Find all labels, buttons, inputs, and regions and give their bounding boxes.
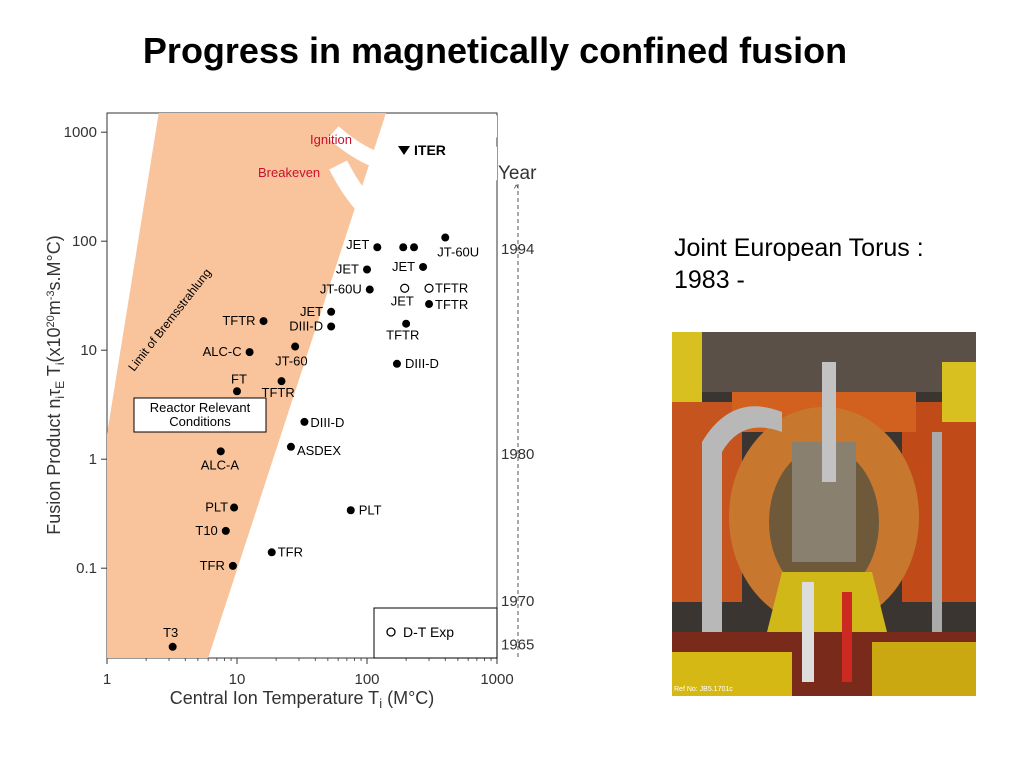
- data-point: [230, 503, 239, 512]
- data-point: [221, 526, 230, 535]
- data-point: [277, 377, 286, 386]
- data-point: [419, 262, 428, 271]
- point-label: TFTR: [386, 328, 419, 343]
- legend-dt-icon: [386, 627, 396, 637]
- reactor-label-line1: Reactor Relevant: [150, 400, 251, 415]
- point-label: TFTR: [435, 297, 468, 312]
- y-tick-label: 10: [80, 342, 97, 359]
- point-label: TFTR: [222, 313, 255, 328]
- data-point: [410, 243, 419, 252]
- point-label: JET: [300, 304, 323, 319]
- point-label: TFR: [278, 544, 303, 559]
- point-label: ASDEX: [297, 443, 341, 458]
- point-label: JT-60U: [320, 282, 362, 297]
- x-tick-label: 1000: [480, 671, 513, 688]
- data-point: [291, 342, 300, 351]
- legend: D-T Exp: [373, 607, 498, 659]
- year-axis-title: Year: [498, 163, 537, 184]
- photo-ref-label: Ref No: JB5.1701c: [674, 686, 733, 693]
- point-label: TFTR: [262, 385, 295, 400]
- point-label: TFTR: [435, 280, 468, 295]
- x-tick-label: 100: [354, 671, 379, 688]
- data-point: [365, 285, 374, 294]
- point-label: T3: [163, 625, 178, 640]
- year-tick-label: 1980: [501, 446, 534, 463]
- point-label: JT-60: [275, 354, 308, 369]
- data-point: [392, 359, 401, 368]
- data-point: [424, 283, 434, 293]
- data-point: [216, 447, 225, 456]
- year-axis-arrow-icon: ^: [514, 184, 519, 195]
- data-point: [228, 561, 237, 570]
- data-point: [399, 243, 408, 252]
- point-label: ALC-A: [201, 457, 240, 472]
- point-label: T10: [195, 523, 217, 538]
- data-point: [402, 319, 411, 328]
- year-tick-label: 1970: [501, 593, 534, 610]
- data-point: [441, 233, 450, 242]
- iter-marker: ITER: [398, 142, 446, 158]
- iter-triangle-icon: [398, 146, 410, 155]
- point-label: JET: [346, 237, 369, 252]
- point-label: PLT: [359, 502, 382, 517]
- point-label: JET: [391, 293, 414, 308]
- data-points: T3 TFR T10 PLT ALC-A FT ALC-C TFTR TFR TFTR JT-60 A…: [163, 233, 479, 651]
- year-tick-label: 1965: [501, 636, 534, 653]
- y-axis: 0.1 1 10 100 1000: [64, 124, 107, 577]
- data-point: [327, 307, 336, 316]
- x-tick-label: 1: [103, 671, 111, 688]
- data-point: [168, 642, 177, 651]
- y-axis-label: Fusion Product niτE Ti(x1020m-3s.M°C): [44, 235, 67, 534]
- x-tick-label: 10: [229, 671, 246, 688]
- data-point: [267, 548, 276, 557]
- x-axis: 1 10 100 1000: [103, 658, 514, 688]
- y-tick-label: 100: [72, 233, 97, 250]
- iter-label: ITER: [414, 142, 446, 158]
- year-tick-label: 1994: [501, 241, 534, 258]
- side-caption-line1: Joint European Torus :: [674, 234, 924, 262]
- bremsstrahlung-band: [107, 113, 386, 658]
- data-point: [233, 387, 241, 396]
- point-label: PLT: [205, 500, 228, 515]
- point-label: DIII-D: [289, 318, 323, 333]
- legend-dt-label: D-T Exp: [403, 624, 454, 640]
- x-axis-label: Central Ion Temperature Ti (M°C): [170, 688, 435, 711]
- year-axis: Year ^ 1994 1980 1970 1965: [498, 163, 537, 660]
- point-label: JT-60U: [437, 245, 479, 260]
- data-point: [259, 317, 268, 326]
- point-label: FT: [231, 371, 247, 386]
- side-caption-line2: 1983 -: [674, 266, 745, 294]
- reactor-label-line2: Conditions: [169, 414, 231, 429]
- data-point: [300, 417, 309, 426]
- reactor-relevant-box: Reactor Relevant Conditions: [133, 397, 267, 433]
- y-tick-label: 1000: [64, 124, 97, 141]
- data-point: [373, 243, 382, 252]
- ignition-arc: [327, 115, 497, 175]
- data-point: [327, 322, 336, 331]
- point-label: ALC-C: [203, 344, 242, 359]
- data-point: [286, 442, 295, 451]
- point-label: JET: [336, 261, 359, 276]
- ignition-label: Ignition: [310, 132, 352, 147]
- data-point: [245, 348, 254, 357]
- point-label: JET: [392, 259, 415, 274]
- data-point: [400, 283, 410, 293]
- point-label: DIII-D: [405, 356, 439, 371]
- point-label: TFR: [200, 558, 225, 573]
- breakeven-label: Breakeven: [258, 165, 320, 180]
- y-tick-label: 0.1: [76, 560, 97, 577]
- y-tick-label: 1: [89, 451, 97, 468]
- breakeven-arc: [329, 146, 497, 238]
- data-point: [363, 265, 371, 274]
- side-caption: Joint European Torus : 1983 -: [674, 232, 924, 296]
- point-label: DIII-D: [310, 415, 344, 430]
- data-point: [346, 506, 355, 515]
- jet-photo: [672, 332, 976, 696]
- slide-title: Progress in magnetically confined fusion: [142, 30, 848, 71]
- data-point: [425, 300, 434, 309]
